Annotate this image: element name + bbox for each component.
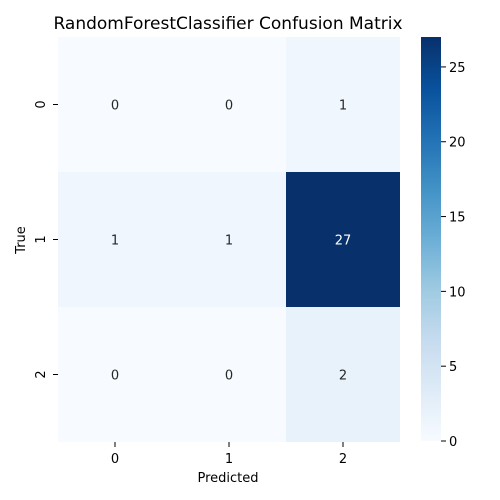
colorbar-tick-label-3: 15 (449, 211, 466, 226)
colorbar-tick-label-0: 0 (449, 435, 457, 450)
colorbar-tick-label-2: 10 (449, 285, 466, 300)
heatmap-cell-label-r1-c1: 1 (225, 234, 233, 249)
x-tick-label-1: 1 (225, 452, 233, 467)
heatmap-cell-label-r1-c2: 27 (335, 234, 352, 249)
heatmap-cell-r2-c2 (286, 307, 400, 442)
colorbar-ticks: 0 5 10 15 20 25 (441, 61, 466, 450)
colorbar-tick-label-1: 5 (449, 360, 457, 375)
chart-title: RandomForestClassifier Confusion Matrix (53, 14, 402, 34)
heatmap-cell-r1-c2 (286, 172, 400, 307)
x-tick-label-2: 2 (339, 452, 347, 467)
heatmap-cell-labels: 0 0 1 1 1 27 0 0 2 (111, 99, 351, 384)
heatmap-cell-r1-c0 (58, 172, 172, 307)
heatmap-cell-label-r0-c1: 0 (225, 99, 233, 114)
x-axis-label: Predicted (197, 471, 258, 486)
heatmap-cell-r2-c0 (58, 307, 172, 442)
heatmap-cell-label-r0-c2: 1 (339, 99, 347, 114)
heatmap-cell-label-r2-c2: 2 (339, 369, 347, 384)
colorbar-tick-label-4: 20 (449, 136, 466, 151)
colorbar-tick-label-5: 25 (449, 61, 466, 76)
heatmap-cell-r0-c0 (58, 37, 172, 172)
heatmap-cell-r0-c2 (286, 37, 400, 172)
y-axis-label: True (14, 226, 29, 255)
heatmap-cell-r2-c1 (172, 307, 286, 442)
y-axis-ticks: 0 1 2 (34, 100, 58, 379)
y-tick-label-1: 1 (34, 235, 49, 243)
x-axis-ticks: 0 1 2 (111, 442, 347, 467)
heatmap-cell-label-r1-c0: 1 (111, 234, 119, 249)
heatmap-cell-r0-c1 (172, 37, 286, 172)
heatmap-cell-label-r2-c0: 0 (111, 369, 119, 384)
y-tick-label-0: 0 (34, 100, 49, 108)
heatmap-cells (58, 37, 400, 442)
x-tick-label-0: 0 (111, 452, 119, 467)
y-tick-label-2: 2 (34, 370, 49, 378)
heatmap-cell-r1-c1 (172, 172, 286, 307)
colorbar (421, 37, 441, 441)
heatmap-cell-label-r0-c0: 0 (111, 99, 119, 114)
heatmap-cell-label-r2-c1: 0 (225, 369, 233, 384)
